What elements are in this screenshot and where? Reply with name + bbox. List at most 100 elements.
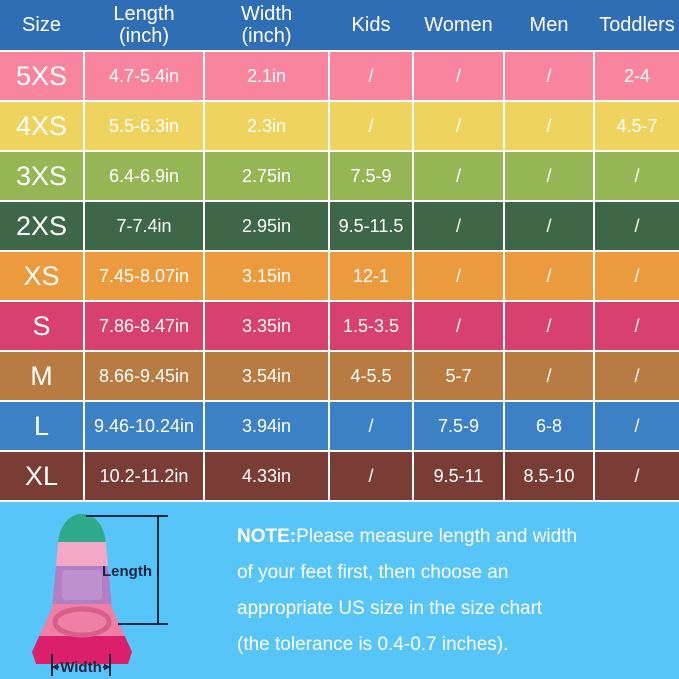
- cell-size: L: [0, 402, 83, 450]
- cell-length: 10.2-11.2in: [85, 452, 203, 500]
- cell-kids: /: [330, 402, 412, 450]
- cell-width: 3.15in: [205, 252, 328, 300]
- table-row-5xs: 5XS 4.7-5.4in 2.1in / / / 2-4: [0, 52, 679, 100]
- cell-length: 8.66-9.45in: [85, 352, 203, 400]
- note-line-2: of your feet first, then choose an: [237, 562, 509, 583]
- width-label: Width: [60, 659, 102, 676]
- header-kids: Kids: [351, 13, 391, 36]
- cell-length: 4.7-5.4in: [85, 52, 203, 100]
- note-line-3: appropriate US size in the size chart: [237, 598, 543, 619]
- cell-men: /: [505, 52, 593, 100]
- cell-length: 9.46-10.24in: [85, 402, 203, 450]
- header-width: Width (inch): [240, 2, 293, 47]
- cell-kids: 12-1: [330, 252, 412, 300]
- cell-width: 3.54in: [205, 352, 328, 400]
- width-arrowhead-right: [104, 663, 110, 671]
- table-row-m: M 8.66-9.45in 3.54in 4-5.5 5-7 / /: [0, 352, 679, 400]
- header-size: Size: [22, 13, 61, 36]
- cell-length: 7-7.4in: [85, 202, 203, 250]
- cell-width: 2.1in: [205, 52, 328, 100]
- cell-size: 3XS: [0, 152, 83, 200]
- cell-width: 3.94in: [205, 402, 328, 450]
- note-text: NOTE:Please measure length and width of …: [235, 502, 679, 679]
- cell-size: XL: [0, 452, 83, 500]
- cell-women: /: [414, 302, 503, 350]
- cell-men: /: [505, 352, 593, 400]
- cell-length: 7.45-8.07in: [85, 252, 203, 300]
- cell-size: 4XS: [0, 102, 83, 150]
- cell-length: 7.86-8.47in: [85, 302, 203, 350]
- cell-women: 7.5-9: [414, 402, 503, 450]
- note-line-4: (the tolerance is 0.4-0.7 inches).: [237, 634, 509, 655]
- cell-kids: 1.5-3.5: [330, 302, 412, 350]
- cell-men: /: [505, 102, 593, 150]
- swim-fin-diagram: Length Width: [32, 514, 168, 676]
- note-section: Length Width NOTE:Please measure length …: [0, 502, 679, 679]
- fin-foot-pocket: [52, 606, 112, 638]
- cell-toddlers: /: [595, 452, 679, 500]
- note-line-1: NOTE:Please measure length and width: [237, 526, 578, 547]
- width-arrowhead-left: [52, 663, 58, 671]
- length-label: Length: [102, 563, 152, 580]
- cell-kids: 9.5-11.5: [330, 202, 412, 250]
- swim-fin-illustration: Length Width: [0, 502, 235, 679]
- cell-toddlers: /: [595, 152, 679, 200]
- cell-kids: 7.5-9: [330, 152, 412, 200]
- cell-women: /: [414, 152, 503, 200]
- note-label: NOTE:: [237, 526, 297, 547]
- table-row-2xs: 2XS 7-7.4in 2.95in 9.5-11.5 / / /: [0, 202, 679, 250]
- table-row-s: S 7.86-8.47in 3.35in 1.5-3.5 / / /: [0, 302, 679, 350]
- cell-men: /: [505, 152, 593, 200]
- cell-kids: /: [330, 452, 412, 500]
- cell-kids: 4-5.5: [330, 352, 412, 400]
- cell-toddlers: 2-4: [595, 52, 679, 100]
- cell-men: /: [505, 202, 593, 250]
- cell-women: 5-7: [414, 352, 503, 400]
- table-row-xl: XL 10.2-11.2in 4.33in / 9.5-11 8.5-10 /: [0, 452, 679, 500]
- cell-women: /: [414, 52, 503, 100]
- cell-size: XS: [0, 252, 83, 300]
- cell-toddlers: /: [595, 302, 679, 350]
- cell-toddlers: 4.5-7: [595, 102, 679, 150]
- cell-width: 2.75in: [205, 152, 328, 200]
- fin-band-tip: [32, 514, 132, 542]
- table-header-row: Size Length (inch) Width (inch) Kids Women…: [0, 0, 679, 52]
- cell-length: 6.4-6.9in: [85, 152, 203, 200]
- fin-body: [32, 514, 132, 664]
- header-toddlers: Toddlers: [599, 13, 675, 36]
- fin-band-3-highlight: [62, 570, 102, 600]
- header-women: Women: [424, 13, 493, 36]
- cell-women: /: [414, 252, 503, 300]
- cell-width: 2.3in: [205, 102, 328, 150]
- table-row-4xs: 4XS 5.5-6.3in 2.3in / / / 4.5-7: [0, 102, 679, 150]
- cell-toddlers: /: [595, 202, 679, 250]
- cell-toddlers: /: [595, 252, 679, 300]
- cell-width: 4.33in: [205, 452, 328, 500]
- header-length: Length (inch): [113, 2, 175, 47]
- cell-length: 5.5-6.3in: [85, 102, 203, 150]
- cell-women: 9.5-11: [414, 452, 503, 500]
- cell-men: /: [505, 302, 593, 350]
- table-row-3xs: 3XS 6.4-6.9in 2.75in 7.5-9 / / /: [0, 152, 679, 200]
- cell-kids: /: [330, 52, 412, 100]
- table-row-l: L 9.46-10.24in 3.94in / 7.5-9 6-8 /: [0, 402, 679, 450]
- cell-toddlers: /: [595, 402, 679, 450]
- header-men: Men: [529, 13, 569, 36]
- cell-men: /: [505, 252, 593, 300]
- cell-size: 2XS: [0, 202, 83, 250]
- table-body: 5XS 4.7-5.4in 2.1in / / / 2-4 4XS 5.5-6.…: [0, 52, 679, 502]
- cell-width: 2.95in: [205, 202, 328, 250]
- fin-band-5: [32, 636, 132, 664]
- cell-size: 5XS: [0, 52, 83, 100]
- cell-men: 6-8: [505, 402, 593, 450]
- cell-size: S: [0, 302, 83, 350]
- cell-women: /: [414, 202, 503, 250]
- cell-kids: /: [330, 102, 412, 150]
- cell-toddlers: /: [595, 352, 679, 400]
- cell-men: 8.5-10: [505, 452, 593, 500]
- cell-size: M: [0, 352, 83, 400]
- cell-women: /: [414, 102, 503, 150]
- cell-width: 3.35in: [205, 302, 328, 350]
- table-row-xs: XS 7.45-8.07in 3.15in 12-1 / / /: [0, 252, 679, 300]
